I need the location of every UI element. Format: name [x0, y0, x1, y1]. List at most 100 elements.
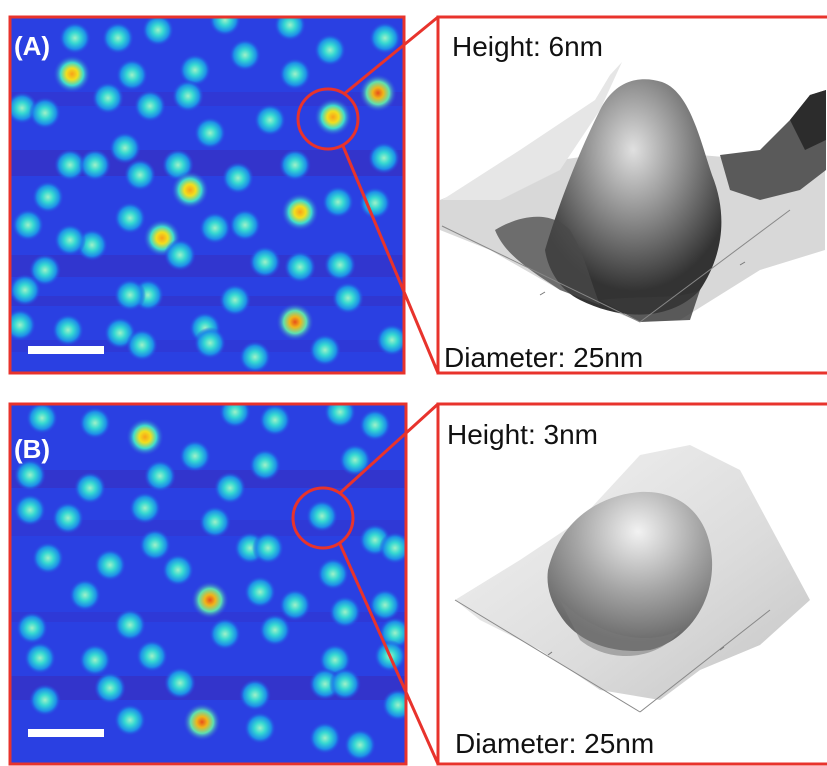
nanoparticle — [164, 239, 196, 271]
nanoparticle — [114, 279, 146, 311]
nanoparticle — [309, 722, 341, 754]
nanoparticle — [59, 22, 91, 54]
panel-label-b: (B) — [14, 434, 51, 464]
nanoparticle — [229, 39, 261, 71]
nanoparticle — [10, 274, 41, 306]
nanoparticle — [314, 34, 346, 66]
nanoparticle — [239, 679, 271, 711]
nanoparticle — [94, 672, 126, 704]
nanoparticle — [309, 334, 341, 366]
nanoparticle — [52, 502, 84, 534]
nanoparticle — [359, 74, 397, 112]
nanoparticle — [317, 558, 349, 590]
nanoparticle — [162, 554, 194, 586]
nanoparticle — [244, 576, 276, 608]
nanoparticle — [129, 492, 161, 524]
afm-map-a — [10, 17, 404, 373]
nanoparticle — [244, 712, 276, 744]
nanoparticle — [281, 193, 319, 231]
nanoparticle — [24, 642, 56, 674]
nanoparticle — [134, 90, 166, 122]
zoom-callout-a — [296, 15, 440, 374]
nanoparticle — [379, 532, 406, 564]
nanoparticle — [214, 472, 246, 504]
nanoparticle — [229, 209, 261, 241]
nanoparticle — [324, 249, 356, 281]
nanoparticle — [136, 640, 168, 672]
nanoparticle — [284, 251, 316, 283]
nanoparticle — [126, 329, 158, 361]
nanoparticle — [79, 407, 111, 439]
scale-bar-a — [28, 346, 104, 354]
nanoparticle — [32, 181, 64, 213]
nanoparticle — [319, 644, 351, 676]
zoom-callout-b — [291, 402, 440, 765]
surface-b — [438, 404, 827, 764]
nanoparticle — [249, 246, 281, 278]
nanoparticle — [199, 506, 231, 538]
nanoparticle — [239, 341, 271, 373]
nanoparticle — [274, 17, 306, 41]
nanoparticle — [52, 314, 84, 346]
nanoparticle — [54, 149, 86, 181]
nanoparticle — [114, 704, 146, 736]
nanoparticle — [144, 460, 176, 492]
nanoparticle — [382, 689, 406, 721]
nanoparticle — [92, 82, 124, 114]
nanoparticle — [109, 132, 141, 164]
nanoparticle — [252, 532, 284, 564]
map-b-frame — [8, 402, 408, 766]
nanoparticle — [79, 644, 111, 676]
nanoparticle — [359, 187, 391, 219]
nanoparticle — [339, 444, 371, 476]
nanoparticle — [124, 159, 156, 191]
nanoparticle — [279, 589, 311, 621]
nanoparticle — [172, 80, 204, 112]
nanoparticle — [29, 254, 61, 286]
nanoparticle — [29, 684, 61, 716]
nanoparticle — [194, 117, 226, 149]
nanoparticle — [114, 202, 146, 234]
nanoparticle — [369, 589, 401, 621]
nanoparticle — [114, 609, 146, 641]
surface-a-frame — [436, 15, 827, 375]
nanoparticle — [368, 142, 400, 174]
nanoparticle — [179, 54, 211, 86]
nanoparticle — [194, 327, 226, 359]
nanoparticle — [322, 186, 354, 218]
diameter-caption-b: Diameter: 25nm — [455, 728, 655, 759]
nanoparticle — [14, 494, 46, 526]
nanoparticle — [171, 171, 209, 209]
nanoparticle — [10, 309, 36, 341]
nanoparticle — [359, 409, 391, 441]
nanoparticle — [142, 17, 174, 46]
nanoparticle — [222, 162, 254, 194]
nanoparticle — [209, 17, 241, 36]
nanoparticle — [279, 149, 311, 181]
nanoparticle — [219, 284, 251, 316]
nanoparticle — [219, 404, 251, 428]
nanoparticle — [79, 149, 111, 181]
nanoparticle — [29, 97, 61, 129]
nanoparticle — [306, 500, 338, 532]
nanoparticle — [12, 209, 44, 241]
nanoparticle — [32, 542, 64, 574]
nanoparticle — [191, 581, 229, 619]
nanoparticle — [179, 440, 211, 472]
nanoparticle — [164, 667, 196, 699]
nanoparticle — [259, 614, 291, 646]
zoom-circle-b — [291, 486, 355, 550]
height-caption-b: Height: 3nm — [447, 419, 598, 450]
nanoparticle — [332, 282, 364, 314]
diameter-caption-a: Diameter: 25nm — [444, 342, 644, 373]
nanoparticle — [14, 459, 46, 491]
nanoparticle — [16, 612, 48, 644]
nanoparticle — [314, 98, 352, 136]
nanoparticle — [116, 59, 148, 91]
nanoparticle — [254, 104, 286, 136]
scale-bar-b — [28, 729, 104, 737]
height-caption-a: Height: 6nm — [452, 31, 603, 62]
nanoparticle — [26, 404, 58, 434]
